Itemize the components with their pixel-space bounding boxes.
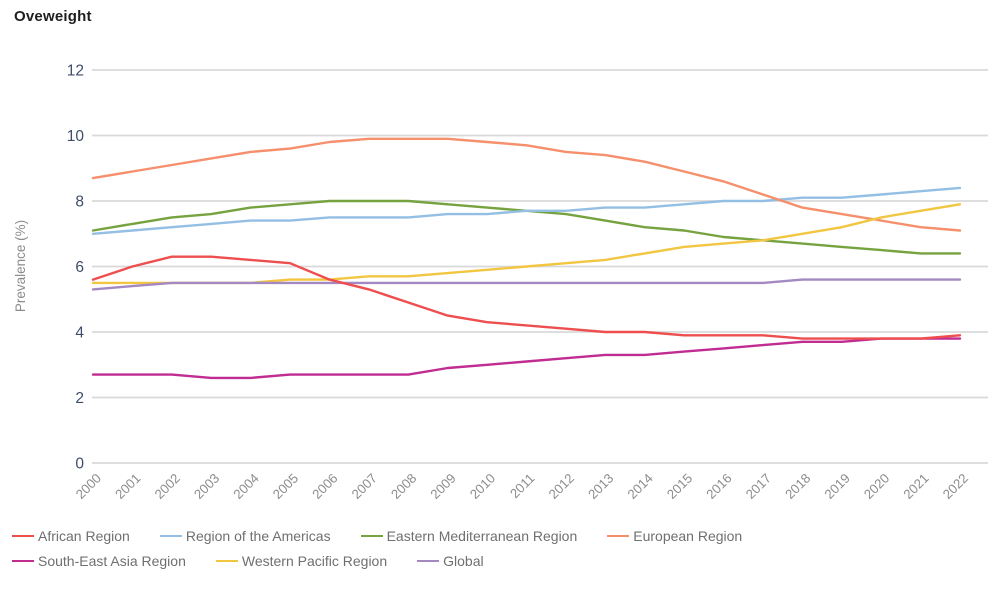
svg-text:2019: 2019: [822, 471, 853, 502]
svg-text:12: 12: [67, 63, 84, 80]
series-line-western-pacific-region[interactable]: [91, 203, 962, 285]
legend-label: Eastern Mediterranean Region: [386, 528, 578, 544]
legend-label: European Region: [633, 528, 743, 544]
legend-label: Western Pacific Region: [241, 553, 388, 569]
svg-text:2007: 2007: [349, 471, 380, 502]
svg-text:2009: 2009: [427, 471, 458, 502]
legend-item-eastern-mediterranean-region[interactable]: Eastern Mediterranean Region: [360, 528, 578, 544]
legend-swatch-icon: [607, 535, 630, 537]
legend-row: African Region Region of the Americas East…: [12, 528, 742, 544]
legend-item-region-of-the-americas[interactable]: Region of the Americas: [159, 528, 331, 544]
legend-item-western-pacific-region[interactable]: Western Pacific Region: [215, 553, 388, 569]
svg-text:Prevalence (%): Prevalence (%): [13, 220, 28, 312]
svg-text:2002: 2002: [152, 471, 183, 502]
legend-swatch-icon: [215, 560, 238, 562]
svg-text:2013: 2013: [585, 471, 616, 502]
svg-text:4: 4: [75, 325, 84, 342]
x-axis-tick-labels: 2000 2001 2002 2003 2004 2005 2006 2007 2008 2009…: [73, 471, 971, 502]
legend-label: Global: [443, 553, 484, 569]
chart-legend: African Region Region of the Americas East…: [12, 528, 742, 569]
chart-title: Oveweight: [14, 8, 92, 25]
legend-label: African Region: [38, 528, 130, 544]
legend-item-global[interactable]: Global: [417, 553, 484, 569]
svg-text:2011: 2011: [507, 471, 538, 502]
svg-text:2015: 2015: [664, 471, 695, 502]
legend-swatch-icon: [417, 560, 440, 562]
svg-text:2000: 2000: [73, 471, 104, 502]
svg-text:2005: 2005: [270, 471, 301, 502]
legend-item-south-east-asia-region[interactable]: South-East Asia Region: [12, 553, 186, 569]
svg-text:0: 0: [75, 456, 84, 473]
svg-text:2020: 2020: [861, 471, 892, 502]
legend-row: South-East Asia Region Western Pacific Re…: [12, 553, 742, 569]
svg-text:2022: 2022: [940, 471, 971, 502]
svg-text:2010: 2010: [467, 471, 498, 502]
series-lines: [91, 137, 962, 380]
series-line-region-of-the-americas[interactable]: [91, 186, 962, 236]
svg-text:2017: 2017: [743, 471, 774, 502]
series-line-african-region[interactable]: [91, 255, 962, 340]
svg-text:2001: 2001: [112, 471, 143, 502]
svg-text:10: 10: [67, 128, 85, 145]
legend-swatch-icon: [12, 535, 34, 537]
svg-text:8: 8: [75, 194, 84, 211]
y-axis-tick-labels: 0 2 4 6 8 10 12: [67, 63, 85, 473]
svg-text:2012: 2012: [546, 471, 577, 502]
legend-swatch-icon: [159, 535, 182, 537]
svg-text:2: 2: [75, 390, 84, 407]
svg-text:2003: 2003: [191, 471, 222, 502]
svg-text:6: 6: [75, 259, 84, 276]
svg-text:2006: 2006: [309, 471, 340, 502]
legend-swatch-icon: [360, 535, 383, 537]
series-line-eastern-mediterranean-region[interactable]: [91, 199, 962, 255]
y-axis-title: Prevalence (%): [13, 220, 28, 312]
legend-swatch-icon: [12, 560, 34, 562]
legend-item-african-region[interactable]: African Region: [12, 528, 130, 544]
legend-item-european-region[interactable]: European Region: [607, 528, 742, 544]
svg-text:2016: 2016: [703, 471, 734, 502]
legend-label: South-East Asia Region: [38, 553, 186, 569]
svg-text:2004: 2004: [230, 471, 261, 502]
series-line-south-east-asia-region[interactable]: [91, 337, 962, 380]
svg-text:2014: 2014: [624, 471, 655, 502]
legend-label: Region of the Americas: [185, 528, 331, 544]
svg-text:2008: 2008: [388, 471, 419, 502]
series-line-global[interactable]: [91, 278, 962, 291]
svg-text:2018: 2018: [782, 471, 813, 502]
series-line-european-region[interactable]: [91, 137, 962, 232]
svg-text:2021: 2021: [900, 471, 931, 502]
